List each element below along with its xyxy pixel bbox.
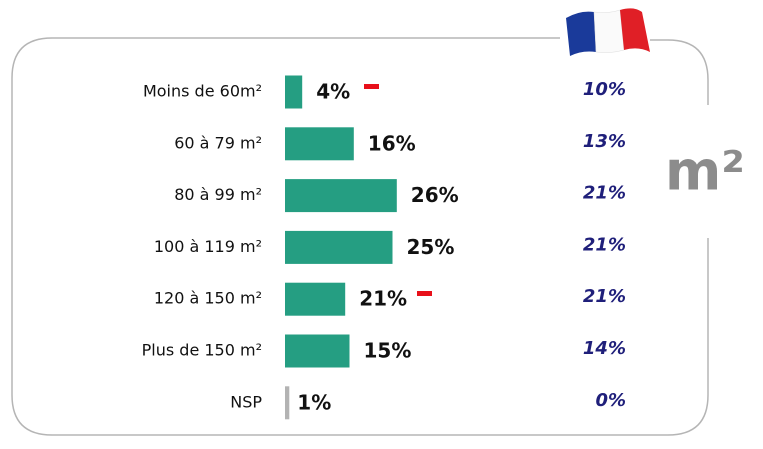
- bar: [285, 75, 303, 109]
- bar: [285, 230, 393, 264]
- value-label: 21%: [359, 287, 407, 311]
- comparison-label: 10%: [583, 79, 626, 100]
- decrease-marker: [417, 291, 432, 296]
- value-label: 16%: [368, 131, 416, 155]
- category-label: Plus de 150 m²: [142, 341, 262, 360]
- comparison-label: 0%: [595, 390, 626, 411]
- value-label: 1%: [297, 390, 331, 414]
- bar: [285, 334, 350, 368]
- bar: [285, 386, 290, 420]
- bar: [285, 282, 346, 316]
- value-label: 15%: [364, 339, 412, 363]
- comparison-label: 21%: [583, 234, 626, 255]
- category-label: 60 à 79 m²: [174, 133, 262, 152]
- bar: [285, 179, 397, 213]
- bar: [285, 127, 354, 161]
- frame: [11, 37, 709, 436]
- comparison-label: 21%: [583, 183, 626, 204]
- value-label: 4%: [316, 80, 350, 104]
- category-label: NSP: [230, 392, 262, 411]
- comparison-label: 14%: [583, 338, 626, 359]
- category-label: Moins de 60m²: [143, 82, 262, 101]
- decrease-marker: [364, 84, 379, 89]
- comparison-label: 21%: [583, 286, 626, 307]
- category-label: 120 à 150 m²: [154, 289, 262, 308]
- value-label: 26%: [411, 183, 459, 207]
- category-label: 100 à 119 m²: [154, 237, 262, 256]
- value-label: 25%: [407, 235, 455, 259]
- category-label: 80 à 99 m²: [174, 185, 262, 204]
- comparison-label: 13%: [583, 131, 626, 152]
- flag: [566, 8, 650, 57]
- unit-label: m²: [665, 140, 745, 203]
